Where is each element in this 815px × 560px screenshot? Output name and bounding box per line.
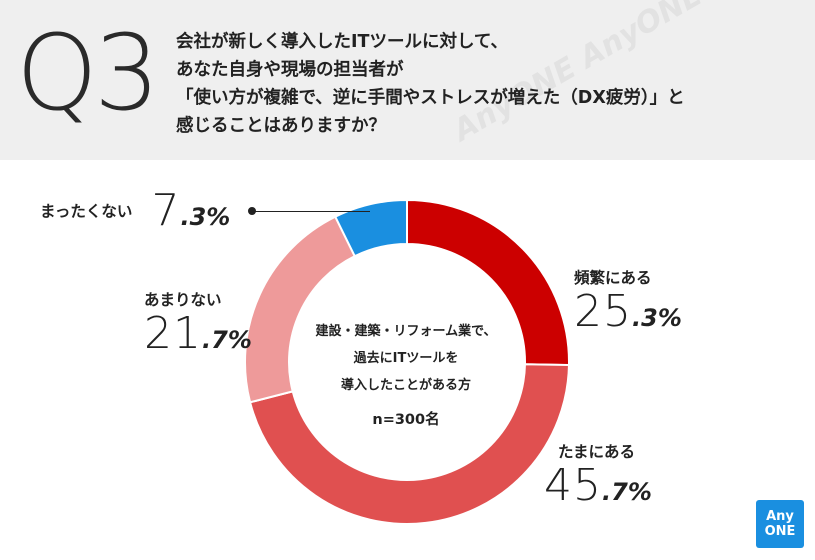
percent-label: 21.7% <box>144 308 252 359</box>
sample-size: n=300名 <box>372 412 440 428</box>
slice-never <box>333 198 408 258</box>
category-label: たまにある <box>558 443 636 461</box>
question-header: AnyONE AnyONE AnyONE Q3 会社が新しく導入したITツールに… <box>0 0 815 160</box>
question-line: 会社が新しく導入したITツールに対して、 <box>176 32 509 52</box>
slice-sometimes <box>248 363 570 525</box>
category-label: まったくない <box>40 202 133 221</box>
question-line: 「使い方が複雑で、逆に手間やストレスが増えた（DX疲労）」と <box>176 88 685 108</box>
leader-line <box>252 211 370 212</box>
label-never: まったくない 7.3% <box>40 185 230 236</box>
label-sometimes: たまにある 45.7% <box>544 440 652 511</box>
category-label: あまりない <box>144 291 222 309</box>
category-label: 頻繁にある <box>574 269 652 287</box>
percent-label: 7.3% <box>151 185 231 236</box>
question-number: Q3 <box>16 12 160 134</box>
center-line: 建設・建築・リフォーム業で、 <box>315 324 497 339</box>
percent-label: 45.7% <box>544 460 652 511</box>
label-frequent: 頻繁にある 25.3% <box>574 266 682 337</box>
question-line: 感じることはありますか？ <box>176 116 386 136</box>
question-text: 会社が新しく導入したITツールに対して、 あなた自身や現場の担当者が 「使い方が… <box>176 28 796 140</box>
label-rarely: あまりない 21.7% <box>144 288 252 359</box>
center-line: 過去にITツールを <box>353 351 459 366</box>
question-line: あなた自身や現場の担当者が <box>176 60 404 80</box>
center-line: 導入したことがある方 <box>340 378 471 393</box>
anyone-logo: Any ONE <box>756 500 804 548</box>
donut-center-text: 建設・建築・リフォーム業で、 過去にITツールを 導入したことがある方 n=30… <box>300 318 512 434</box>
percent-label: 25.3% <box>574 286 682 337</box>
